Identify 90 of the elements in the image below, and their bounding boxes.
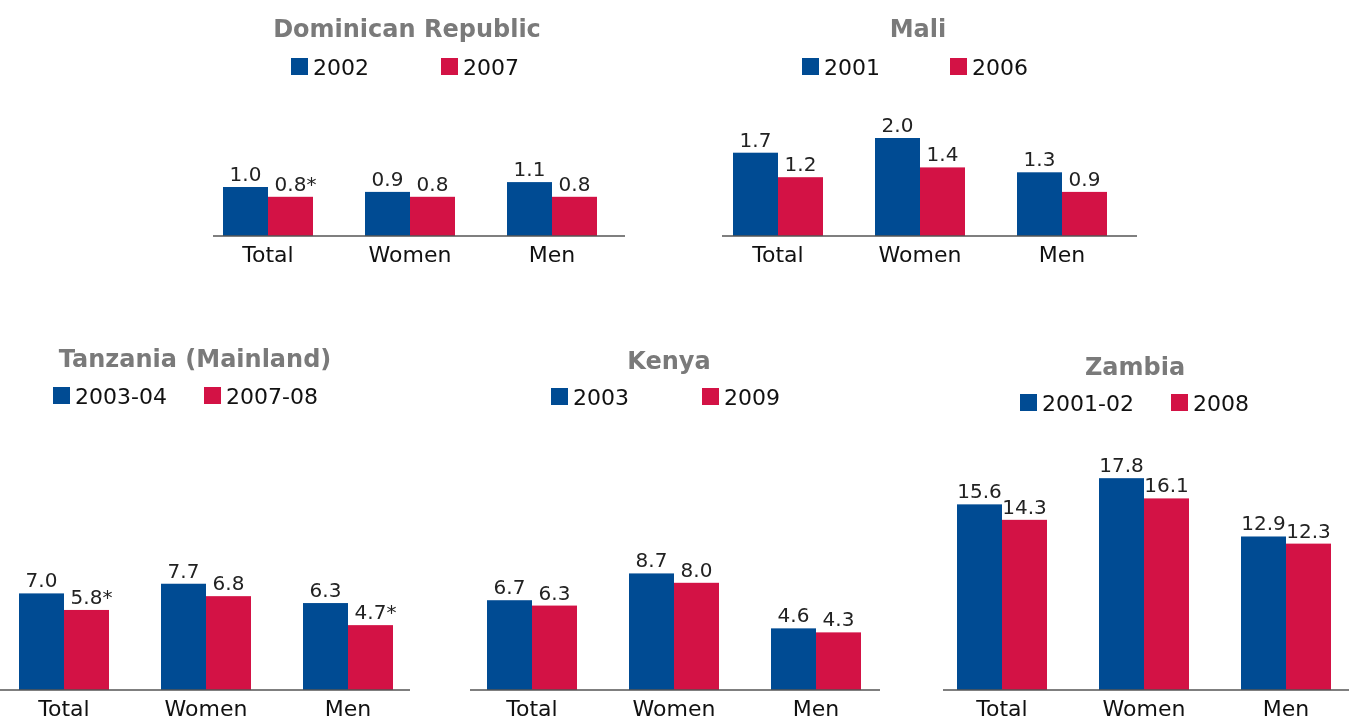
data-label: 6.7 [493, 575, 526, 600]
data-label: 6.8 [212, 571, 245, 596]
chart-title: Tanzania (Mainland) [58, 345, 332, 373]
data-label: 0.9 [371, 166, 404, 191]
x-tick-label: Men [1038, 242, 1086, 267]
bar [1144, 498, 1189, 690]
bar [206, 596, 251, 690]
data-label: 16.1 [1144, 473, 1189, 498]
data-label: 1.0 [229, 162, 262, 186]
data-label: 6.3 [538, 580, 571, 605]
bar [875, 138, 920, 236]
bar [816, 632, 861, 690]
bar [1099, 478, 1144, 690]
bar [920, 167, 965, 236]
chart-title: Zambia [1084, 353, 1186, 381]
bar [161, 583, 206, 690]
x-tick-label: Women [1102, 696, 1186, 721]
x-tick-label: Women [368, 242, 452, 267]
data-label: 14.3 [1002, 494, 1047, 519]
data-label: 8.7 [635, 548, 668, 573]
chart-title: Kenya [627, 347, 711, 375]
bar [1002, 519, 1047, 690]
bar [223, 187, 268, 236]
data-label: 0.8 [558, 171, 591, 196]
bar [410, 196, 455, 236]
legend-label: 2007 [463, 55, 519, 80]
legend-label: 2008 [1193, 391, 1249, 416]
legend-label: 2001-02 [1042, 391, 1134, 416]
legend-label: 2003 [573, 385, 629, 410]
data-label: 15.6 [957, 479, 1002, 504]
data-label: 4.6 [777, 603, 810, 628]
data-label: 1.4 [926, 142, 959, 167]
bar [957, 504, 1002, 690]
data-label: 0.8* [274, 171, 317, 196]
data-label: 7.0 [25, 568, 58, 593]
bar [629, 573, 674, 690]
bar [771, 628, 816, 690]
data-label: 4.7* [354, 600, 397, 625]
x-tick-label: Total [37, 696, 90, 721]
legend-label: 2009 [724, 385, 780, 410]
bar [303, 603, 348, 690]
x-tick-label: Total [975, 696, 1028, 721]
x-tick-label: Total [505, 696, 558, 721]
bar [1241, 536, 1286, 690]
data-label: 4.3 [822, 607, 855, 632]
legend-label: 2007-08 [226, 384, 318, 409]
bar [1017, 172, 1062, 236]
bar [19, 593, 64, 690]
x-tick-label: Men [792, 696, 840, 721]
legend-label: 2003-04 [75, 384, 167, 409]
bar [348, 625, 393, 690]
data-label: 6.3 [309, 578, 342, 603]
data-label: 5.8* [70, 584, 113, 609]
x-tick-label: Men [528, 242, 576, 267]
chart-title: Mali [889, 15, 947, 43]
data-label: 1.1 [513, 157, 546, 182]
x-tick-label: Women [878, 242, 962, 267]
data-label: 7.7 [167, 558, 200, 583]
chart-title: Dominican Republic [273, 15, 541, 43]
x-tick-label: Total [751, 242, 804, 267]
x-tick-label: Men [324, 696, 372, 721]
bar [552, 196, 597, 236]
data-label: 0.8 [416, 171, 449, 196]
data-label: 8.0 [680, 557, 713, 582]
data-label: 1.2 [784, 152, 817, 177]
legend-label: 2002 [313, 55, 369, 80]
data-label: 12.9 [1241, 511, 1286, 536]
data-label: 12.3 [1286, 518, 1331, 543]
legend-label: 2001 [824, 55, 880, 80]
x-tick-label: Men [1262, 696, 1310, 721]
bar [733, 152, 778, 236]
bar [64, 609, 109, 690]
data-label: 1.3 [1023, 147, 1056, 172]
bar [674, 582, 719, 690]
data-label: 2.0 [881, 113, 914, 137]
bar [778, 177, 823, 236]
bar [487, 600, 532, 690]
bar [365, 191, 410, 236]
data-label: 17.8 [1099, 453, 1144, 478]
data-label: 0.9 [1068, 166, 1101, 191]
x-tick-label: Women [632, 696, 716, 721]
legend-label: 2006 [972, 55, 1028, 80]
bar [1286, 543, 1331, 690]
bar [268, 196, 313, 236]
bar [507, 182, 552, 236]
bar [1062, 191, 1107, 236]
x-tick-label: Women [164, 696, 248, 721]
data-label: 1.7 [739, 127, 772, 152]
x-tick-label: Total [241, 242, 294, 267]
bar [532, 605, 577, 690]
